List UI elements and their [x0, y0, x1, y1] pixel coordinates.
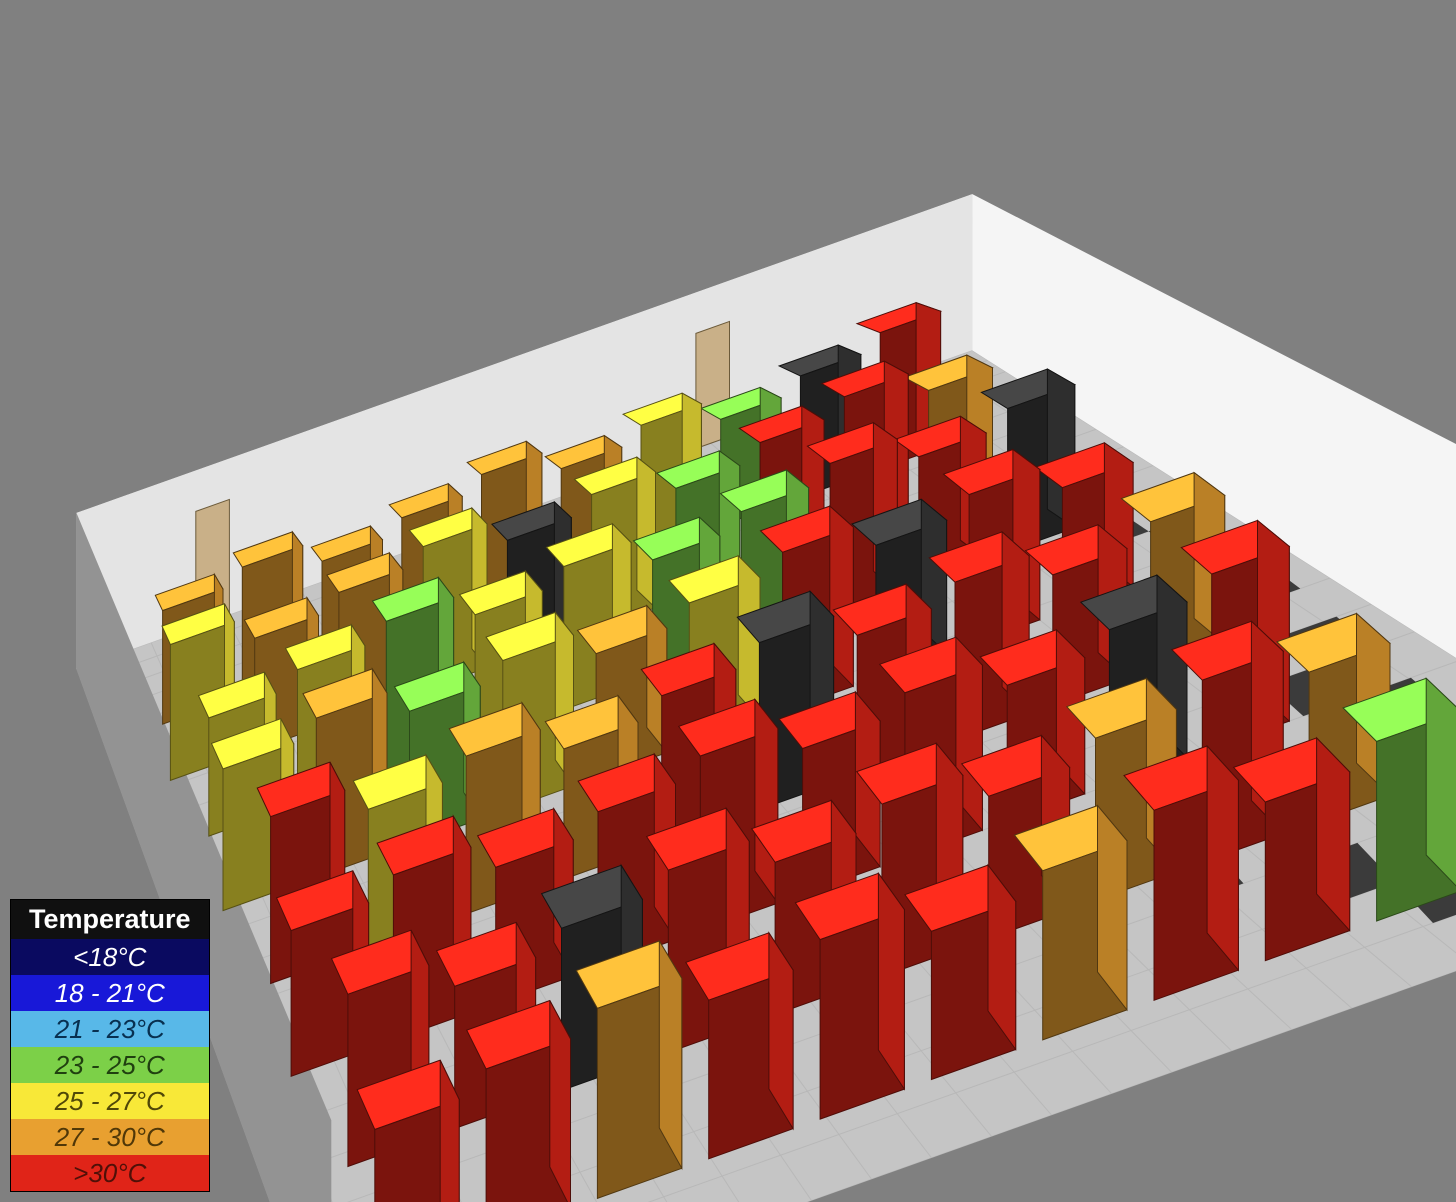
legend-row-r18_21: 18 - 21°C — [11, 975, 209, 1011]
temperature-legend: Temperature <18°C18 - 21°C21 - 23°C23 - … — [10, 899, 210, 1192]
legend-row-below18: <18°C — [11, 939, 209, 975]
legend-row-r21_23: 21 - 23°C — [11, 1011, 209, 1047]
legend-row-r25_27: 25 - 27°C — [11, 1083, 209, 1119]
legend-row-r23_25: 23 - 25°C — [11, 1047, 209, 1083]
datacenter-3d-view[interactable] — [0, 0, 1456, 1202]
legend-row-r27_30: 27 - 30°C — [11, 1119, 209, 1155]
legend-title: Temperature — [11, 900, 209, 939]
legend-row-over30: >30°C — [11, 1155, 209, 1191]
